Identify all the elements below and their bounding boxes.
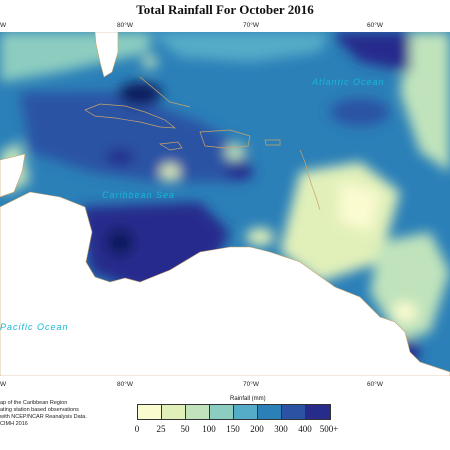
- legend-tick-label: 400: [298, 424, 312, 434]
- legend-swatch: [162, 405, 186, 419]
- legend-ticks: 0 25 50 100 150 200 300 400 500+: [0, 424, 450, 436]
- legend-tick-label: 200: [250, 424, 264, 434]
- south-america-land: [0, 191, 450, 376]
- credit-line: CIMH 2016: [0, 421, 28, 427]
- map-title: Total Rainfall For October 2016: [136, 2, 314, 17]
- legend-title: Rainfall (mm): [230, 396, 266, 402]
- legend-swatch: [138, 405, 162, 419]
- bottom-tick-70w: 70°W: [243, 381, 259, 388]
- top-left-tick: W: [0, 22, 7, 29]
- island-coastlines: [84, 76, 321, 211]
- legend-swatch: [258, 405, 282, 419]
- jamaica-outline: [158, 141, 183, 151]
- legend-swatch: [210, 405, 234, 419]
- caribbean-sea-label: Caribbean Sea: [102, 190, 176, 200]
- legend-swatch: [306, 405, 330, 419]
- credit-line: ap of the Caribbean Region: [0, 400, 68, 406]
- cuba-outline: [84, 103, 177, 129]
- rainfall-map: [0, 32, 450, 376]
- yucatan-land: [0, 153, 26, 198]
- legend-color-bar: [137, 404, 331, 420]
- bahamas-outline: [139, 76, 191, 108]
- legend-tick-label: 500+: [319, 424, 339, 434]
- bottom-tick-60w: 60°W: [367, 381, 383, 388]
- hispaniola-outline: [199, 129, 251, 149]
- credit-line: with NCEP/NCAR Reanalysis Data.: [0, 414, 87, 420]
- land-masses: [0, 32, 450, 376]
- legend-tick-label: 300: [274, 424, 288, 434]
- credit-line: ating station based observations: [0, 407, 79, 413]
- legend-tick-label: 25: [156, 424, 166, 434]
- legend-tick-label: 0: [134, 424, 140, 434]
- pacific-ocean-label: Pacific Ocean: [0, 322, 69, 332]
- legend-swatch: [186, 405, 210, 419]
- atlantic-ocean-label: Atlantic Ocean: [312, 77, 385, 87]
- legend-swatch: [282, 405, 306, 419]
- top-tick-80w: 80°W: [117, 22, 133, 29]
- top-tick-60w: 60°W: [367, 22, 383, 29]
- bottom-tick-80w: 80°W: [117, 381, 133, 388]
- credit-text: ap of the Caribbean Region ating station…: [0, 400, 140, 428]
- bottom-left-tick: W: [0, 381, 7, 388]
- puerto-rico-outline: [264, 139, 281, 146]
- legend-tick-label: 100: [202, 424, 216, 434]
- legend-swatch: [234, 405, 258, 419]
- top-tick-70w: 70°W: [243, 22, 259, 29]
- florida-land: [94, 32, 119, 78]
- lesser-antilles-outline: [299, 149, 321, 211]
- legend-tick-label: 150: [226, 424, 240, 434]
- legend-tick-label: 50: [180, 424, 190, 434]
